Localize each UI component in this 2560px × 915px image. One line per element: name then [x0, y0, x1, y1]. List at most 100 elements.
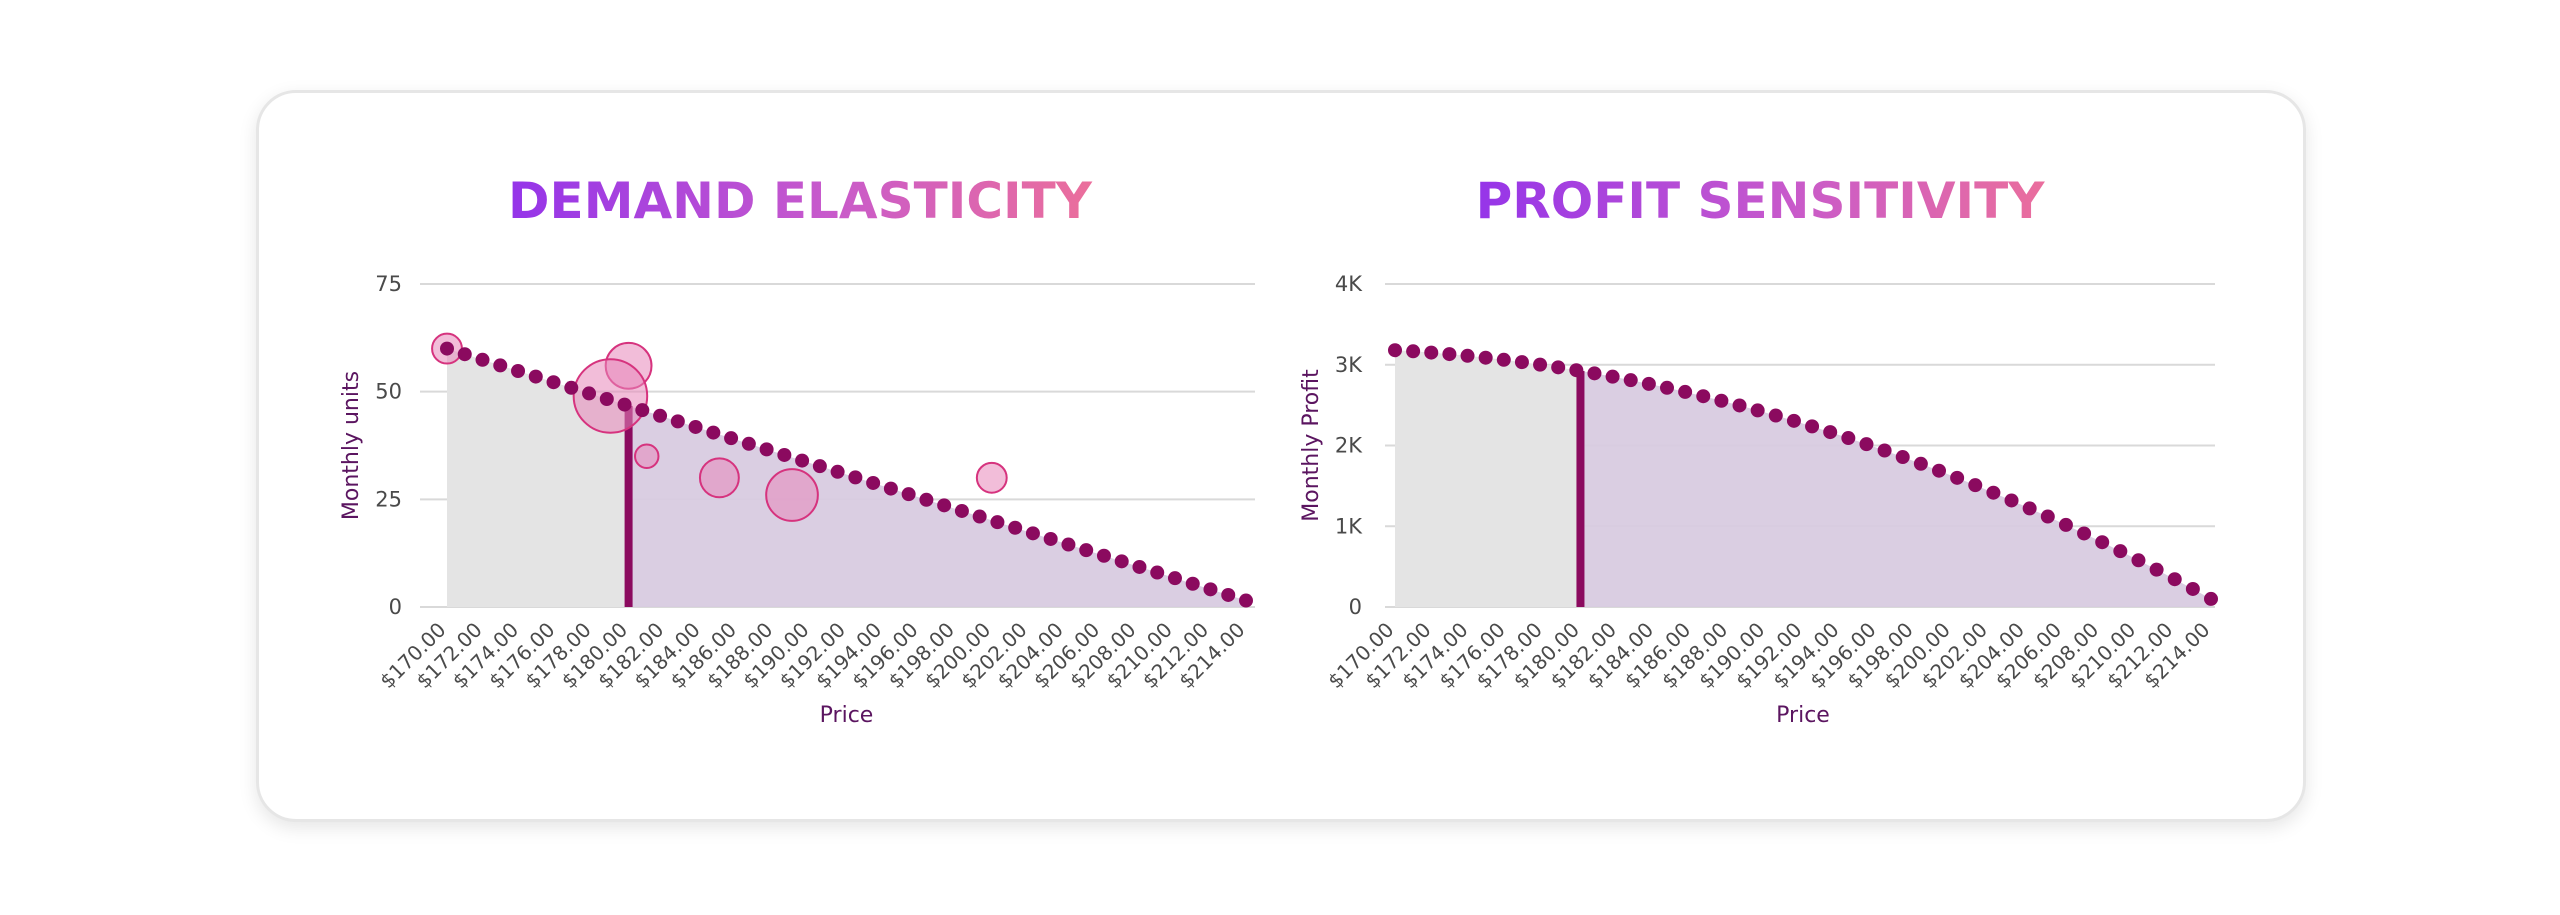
y-axis-label: Monthly Profit [1299, 369, 1324, 522]
curve-point [2095, 535, 2110, 550]
curve-point [617, 397, 632, 412]
y-tick-label: 75 [375, 272, 402, 296]
curve-point [2185, 581, 2200, 596]
curve-point [1913, 456, 1928, 471]
curve-point [546, 375, 561, 390]
curve-point [1678, 384, 1693, 399]
curve-point [599, 391, 614, 406]
curve-point [1185, 576, 1200, 591]
curve-point [2113, 544, 2128, 559]
curve-point [741, 436, 756, 451]
curve-point [653, 408, 668, 423]
curve-point [1460, 348, 1475, 363]
curve-point [2204, 591, 2218, 606]
curve-point [1551, 360, 1566, 375]
curve-point [1841, 431, 1856, 446]
profit-chart-title: PROFIT SENSITIVITY [1460, 166, 2060, 236]
curve-point [812, 459, 827, 474]
curve-point [582, 386, 597, 401]
curve-point [2131, 553, 2146, 568]
curve-point [1569, 363, 1584, 378]
curve-point [1442, 347, 1457, 362]
y-tick-label: 50 [375, 380, 402, 404]
curve-point [1895, 450, 1910, 465]
curve-point [1714, 393, 1729, 408]
curve-point [2077, 526, 2092, 541]
curve-point [1496, 352, 1511, 367]
curve-point [1150, 565, 1165, 580]
curve-point [724, 431, 739, 446]
curve-point [1132, 559, 1147, 574]
curve-point [883, 481, 898, 496]
y-tick-label: 2K [1335, 434, 1363, 458]
x-axis-label: Price [820, 703, 874, 728]
curve-point [2022, 501, 2037, 516]
curve-point [1424, 345, 1439, 360]
curve-point [564, 380, 579, 395]
curve-point [1239, 593, 1253, 608]
area-above-current-price [1580, 370, 2211, 607]
curve-point [1167, 571, 1182, 586]
curve-point [1641, 376, 1656, 391]
curve-point [1025, 526, 1040, 541]
curve-point [1768, 408, 1783, 423]
curve-point [1805, 419, 1820, 434]
curve-point [777, 447, 792, 462]
curve-point [688, 419, 703, 434]
curve-point [493, 358, 508, 373]
curve-point [475, 352, 490, 367]
curve-point [2058, 517, 2073, 532]
y-tick-label: 4K [1335, 272, 1363, 296]
curve-point [1096, 548, 1111, 563]
curve-point [706, 425, 721, 440]
curve-point [1043, 531, 1058, 546]
curve-point [457, 347, 472, 362]
curve-point [2167, 572, 2182, 587]
y-axis-label: Monthly units [339, 371, 364, 520]
curve-point [1823, 425, 1838, 440]
curve-point [919, 492, 934, 507]
y-tick-label: 3K [1335, 353, 1363, 377]
curve-point [1786, 413, 1801, 428]
curve-point [972, 509, 987, 524]
curve-point [1877, 443, 1892, 458]
curve-point [1623, 373, 1638, 388]
curve-point [2149, 562, 2164, 577]
curve-point [1750, 403, 1765, 418]
curve-point [1605, 369, 1620, 384]
curve-point [1950, 470, 1965, 485]
curve-point [954, 503, 969, 518]
y-tick-label: 0 [1349, 595, 1362, 619]
observation-bubble [765, 468, 819, 522]
y-tick-label: 25 [375, 487, 402, 511]
curve-point [759, 442, 774, 457]
observation-bubble [698, 457, 740, 499]
curve-point [635, 403, 650, 418]
curve-point [901, 487, 916, 502]
current-price-marker [624, 405, 633, 607]
curve-point [1114, 554, 1129, 569]
curve-point [1696, 389, 1711, 404]
observation-bubble [975, 461, 1008, 494]
area-below-current-price [1395, 350, 1581, 607]
curve-point [866, 475, 881, 490]
x-axis-label: Price [1776, 703, 1830, 728]
curve-point [528, 369, 543, 384]
curve-point [1732, 398, 1747, 413]
curve-point [1968, 478, 1983, 493]
curve-point [1008, 520, 1023, 535]
curve-point [1221, 587, 1236, 602]
curve-point [1061, 537, 1076, 552]
curve-point [1859, 437, 1874, 452]
curve-point [1533, 357, 1548, 372]
curve-point [1203, 582, 1218, 597]
curve-point [1478, 350, 1493, 365]
y-tick-label: 1K [1335, 514, 1363, 538]
curve-point [2040, 509, 2055, 524]
curve-point [1079, 543, 1094, 558]
curve-point [830, 464, 845, 479]
demand-chart-title: DEMAND ELASTICITY [500, 166, 1100, 236]
curve-point [1587, 366, 1602, 381]
curve-point [1986, 485, 2001, 500]
